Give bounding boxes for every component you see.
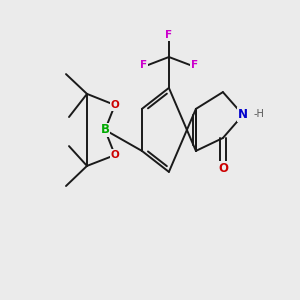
Text: F: F: [190, 60, 198, 70]
Text: -H: -H: [254, 109, 264, 119]
Text: B: B: [100, 123, 109, 136]
Text: F: F: [165, 30, 172, 40]
Text: N: N: [238, 108, 248, 121]
Text: O: O: [110, 100, 119, 110]
Text: O: O: [218, 161, 228, 175]
Text: F: F: [140, 60, 148, 70]
Text: O: O: [110, 150, 119, 160]
